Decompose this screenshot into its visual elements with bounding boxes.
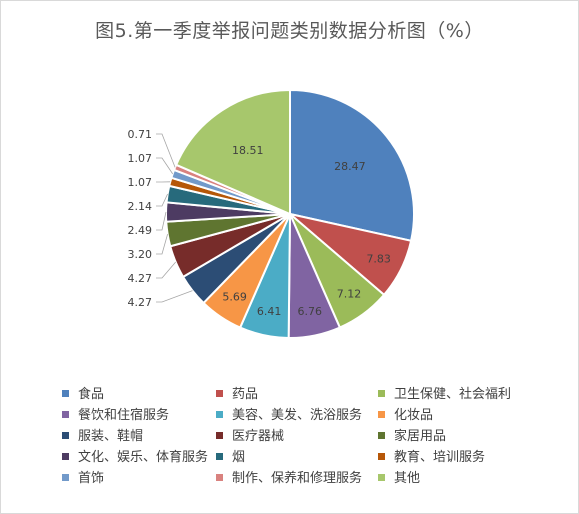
data-label: 18.51: [232, 144, 264, 157]
legend-item: 餐饮和住宿服务: [62, 407, 169, 425]
legend-item: 美容、美发、洗浴服务: [216, 407, 362, 425]
legend-label: 其他: [394, 471, 421, 486]
data-label: 5.69: [222, 290, 247, 303]
legend-label: 首饰: [78, 471, 105, 486]
data-label: 6.41: [257, 305, 282, 318]
legend-item: 食品: [62, 386, 104, 404]
legend-swatch: [216, 474, 223, 481]
legend-label: 卫生保健、社会福利: [394, 387, 512, 402]
legend-swatch: [378, 453, 385, 460]
legend-label: 服装、鞋帽: [78, 429, 144, 444]
pie-slice: [174, 88, 291, 216]
data-label: 3.20: [128, 248, 153, 261]
data-label: 6.76: [298, 305, 323, 318]
data-label: 4.27: [128, 272, 153, 285]
data-label: 1.07: [128, 176, 153, 189]
chart-title: 图5.第一季度举报问题类别数据分析图（%）: [95, 20, 484, 42]
legend-item: 教育、培训服务: [378, 449, 485, 467]
legend-swatch: [62, 474, 69, 481]
data-label: 2.49: [128, 224, 153, 237]
data-label: 7.83: [366, 252, 391, 265]
legend-label: 化妆品: [394, 408, 434, 423]
pie-slice: [289, 88, 415, 242]
leader-line: [156, 193, 168, 207]
data-label: 7.12: [337, 288, 362, 301]
legend-item: 家居用品: [378, 428, 446, 446]
legend-label: 文化、娱乐、体育服务: [78, 450, 209, 465]
legend-item: 其他: [378, 470, 420, 488]
leader-line: [156, 261, 177, 279]
legend-item: 制作、保养和修理服务: [216, 470, 362, 488]
legend-label: 美容、美发、洗浴服务: [232, 408, 363, 423]
legend-label: 医疗器械: [232, 429, 285, 444]
legend-label: 食品: [78, 387, 105, 402]
legend-item: 医疗器械: [216, 428, 284, 446]
legend-swatch: [378, 411, 385, 418]
leader-line: [156, 133, 176, 168]
legend-swatch: [378, 474, 385, 481]
data-label: 1.07: [128, 152, 153, 165]
legend-item: 化妆品: [378, 407, 433, 425]
leader-line: [156, 290, 193, 303]
leader-line: [156, 157, 174, 175]
legend-item: 文化、娱乐、体育服务: [62, 449, 208, 467]
legend-label: 教育、培训服务: [394, 450, 486, 465]
legend-item: 服装、鞋帽: [62, 428, 143, 446]
legend-swatch: [216, 432, 223, 439]
legend-item: 药品: [216, 386, 258, 404]
legend-item: 卫生保健、社会福利: [378, 386, 511, 404]
legend-label: 制作、保养和修理服务: [232, 471, 363, 486]
data-label: 2.14: [128, 200, 153, 213]
legend-swatch: [62, 411, 69, 418]
legend-swatch: [378, 390, 385, 397]
leader-line: [156, 211, 167, 231]
legend-item: 烟: [216, 449, 245, 467]
legend-swatch: [216, 453, 223, 460]
legend-swatch: [216, 411, 223, 418]
legend-swatch: [62, 390, 69, 397]
legend-label: 家居用品: [394, 429, 447, 444]
legend-swatch: [62, 432, 69, 439]
data-label: 4.27: [128, 296, 153, 309]
leader-line: [156, 233, 168, 255]
legend-label: 烟: [232, 450, 246, 465]
legend-label: 餐饮和住宿服务: [78, 408, 170, 423]
legend-swatch: [378, 432, 385, 439]
data-label: 28.47: [334, 160, 366, 173]
legend-swatch: [62, 453, 69, 460]
legend-item: 首饰: [62, 470, 104, 488]
legend-label: 药品: [232, 387, 259, 402]
data-label: 0.71: [128, 128, 153, 141]
legend-swatch: [216, 390, 223, 397]
